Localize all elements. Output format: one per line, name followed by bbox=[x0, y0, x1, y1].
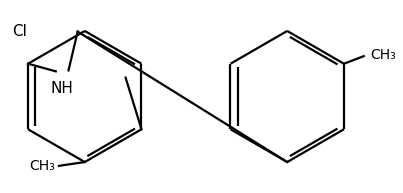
Text: CH₃: CH₃ bbox=[29, 159, 55, 173]
Text: NH: NH bbox=[50, 81, 73, 96]
Text: CH₃: CH₃ bbox=[370, 48, 395, 62]
Text: Cl: Cl bbox=[12, 24, 27, 39]
